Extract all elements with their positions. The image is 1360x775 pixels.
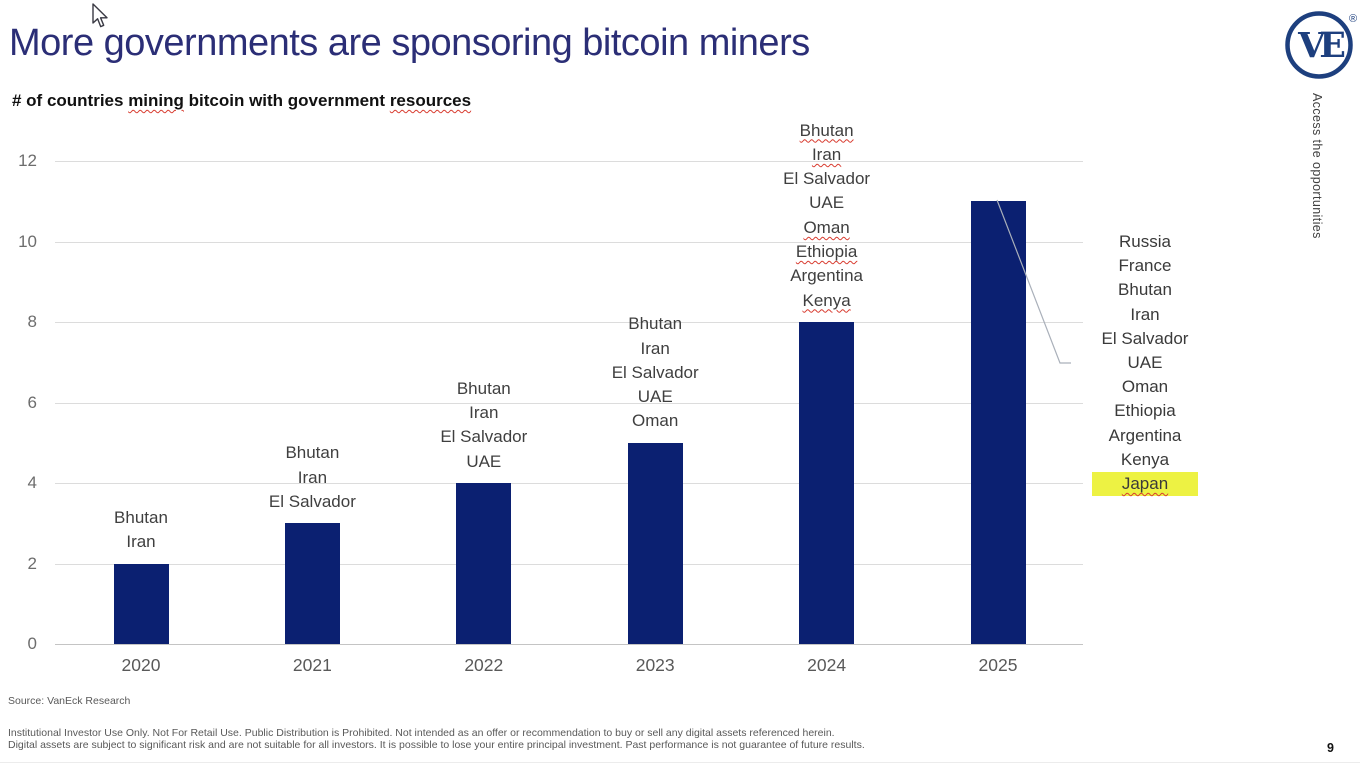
country-label-russia: Russia bbox=[1119, 232, 1171, 251]
bar-2021 bbox=[284, 523, 340, 644]
country-label-iran: Iran bbox=[640, 338, 670, 358]
country-label-argentina: Argentina bbox=[790, 266, 863, 286]
logo-registered-mark: ® bbox=[1349, 13, 1357, 25]
bar-2024 bbox=[799, 322, 855, 644]
vertical-tagline: Access the opportunities bbox=[1310, 93, 1324, 239]
mouse-cursor-icon bbox=[92, 3, 108, 28]
y-axis-tick-label-12: 12 bbox=[18, 151, 37, 170]
y-axis-tick-label-0: 0 bbox=[27, 634, 37, 653]
disclaimer-line-2: Digital assets are subject to significan… bbox=[8, 739, 865, 751]
country-label-bhutan: Bhutan bbox=[799, 120, 854, 140]
country-label-bhutan: Bhutan bbox=[628, 314, 683, 334]
bar-country-labels-2024: Bhutan Iran El Salvador UAE Oman Ethiopia Arge… bbox=[742, 119, 912, 313]
y-axis-tick-label-8: 8 bbox=[27, 312, 37, 331]
gridline-y10 bbox=[55, 241, 1083, 243]
bar-2025 bbox=[970, 201, 1026, 644]
x-axis-label-2024: 2024 bbox=[807, 655, 847, 675]
bar-country-labels-2020: Bhutan Iran bbox=[56, 506, 226, 555]
country-label-iran: Iran bbox=[469, 403, 499, 423]
country-label-iran: Iran bbox=[126, 532, 156, 552]
bar-2023 bbox=[627, 442, 683, 644]
misspelled-word: mining bbox=[128, 91, 184, 110]
country-label-iran: Iran bbox=[1130, 304, 1160, 324]
bar-2020 bbox=[113, 563, 169, 644]
country-label-uae: UAE bbox=[637, 387, 673, 407]
y-axis-tick-label-2: 2 bbox=[27, 553, 37, 573]
country-label-el-salvador: El Salvador bbox=[268, 491, 356, 511]
country-label-el-salvador: El Salvador bbox=[783, 169, 871, 189]
x-axis-label-2021: 2021 bbox=[292, 655, 332, 675]
country-label-kenya: Kenya bbox=[1120, 449, 1170, 469]
country-label-bhutan: Bhutan bbox=[114, 507, 168, 527]
page-title: More governments are sponsoring bitcoin … bbox=[9, 22, 810, 64]
gridline-y12 bbox=[55, 161, 1083, 162]
gridline-y2 bbox=[55, 563, 1083, 565]
chart-title: # of countries mining bitcoin with gover… bbox=[12, 91, 472, 110]
country-label-japan: Japan bbox=[1085, 472, 1205, 497]
bar-2022 bbox=[456, 483, 512, 644]
vaneck-logo: VE ® bbox=[1282, 5, 1360, 90]
country-label-bhutan: Bhutan bbox=[285, 443, 340, 463]
bar-country-labels-2022: Bhutan Iran El Salvador UAE bbox=[399, 377, 569, 474]
country-label-iran: Iran bbox=[811, 144, 842, 164]
x-axis-label-2025: 2025 bbox=[978, 655, 1018, 675]
disclaimer-text: Institutional Investor Use Only. Not For… bbox=[8, 727, 1208, 751]
country-label-uae: UAE bbox=[1127, 353, 1163, 373]
footer-divider bbox=[0, 762, 1360, 763]
country-label-oman: Oman bbox=[803, 217, 850, 237]
y-axis-tick-label-6: 6 bbox=[27, 392, 37, 412]
country-label-oman: Oman bbox=[1121, 377, 1169, 397]
country-label-uae: UAE bbox=[809, 193, 845, 213]
source-note: Source: VanEck Research bbox=[8, 695, 131, 707]
country-label-el-salvador: El Salvador bbox=[611, 362, 699, 382]
x-axis-label-2022: 2022 bbox=[464, 655, 504, 675]
y-axis-tick-label-4: 4 bbox=[27, 473, 37, 492]
highlight-japan: Japan bbox=[1092, 472, 1198, 497]
country-label-japan: Japan bbox=[1121, 474, 1169, 494]
disclaimer-line-1: Institutional Investor Use Only. Not For… bbox=[8, 727, 835, 739]
country-label-france: France bbox=[1118, 256, 1172, 276]
country-label-el-salvador: El Salvador bbox=[440, 427, 528, 447]
bar-country-labels-2023: Bhutan Iran El Salvador UAE Oman bbox=[570, 312, 740, 433]
country-label-uae: UAE bbox=[466, 451, 502, 471]
gridline-y4 bbox=[55, 483, 1083, 484]
misspelled-word: resources bbox=[389, 91, 472, 110]
country-label-el-salvador: El Salvador bbox=[1101, 328, 1189, 348]
x-axis-label-2023: 2023 bbox=[635, 655, 675, 675]
country-label-ethiopia: Ethiopia bbox=[1114, 401, 1176, 421]
country-label-bhutan: Bhutan bbox=[456, 378, 511, 398]
country-label-ethiopia: Ethiopia bbox=[795, 242, 858, 262]
country-label-bhutan: Bhutan bbox=[1118, 280, 1172, 300]
logo-circle bbox=[1285, 11, 1353, 79]
country-label-argentina: Argentina bbox=[1108, 425, 1182, 445]
page-number: 9 bbox=[1327, 741, 1334, 755]
x-axis-line bbox=[55, 644, 1083, 645]
x-axis-label-2020: 2020 bbox=[121, 655, 161, 675]
gridline-y6 bbox=[55, 402, 1083, 404]
country-label-iran: Iran bbox=[297, 467, 328, 487]
y-axis-tick-label-10: 10 bbox=[18, 231, 37, 251]
bar-country-labels-2021: Bhutan Iran El Salvador bbox=[227, 441, 397, 514]
callout-country-list: Russia France Bhutan Iran El Salvador UAE Oman… bbox=[1085, 230, 1205, 497]
country-label-kenya: Kenya bbox=[802, 290, 851, 310]
gridline-y8 bbox=[55, 322, 1083, 323]
country-label-oman: Oman bbox=[632, 411, 679, 431]
